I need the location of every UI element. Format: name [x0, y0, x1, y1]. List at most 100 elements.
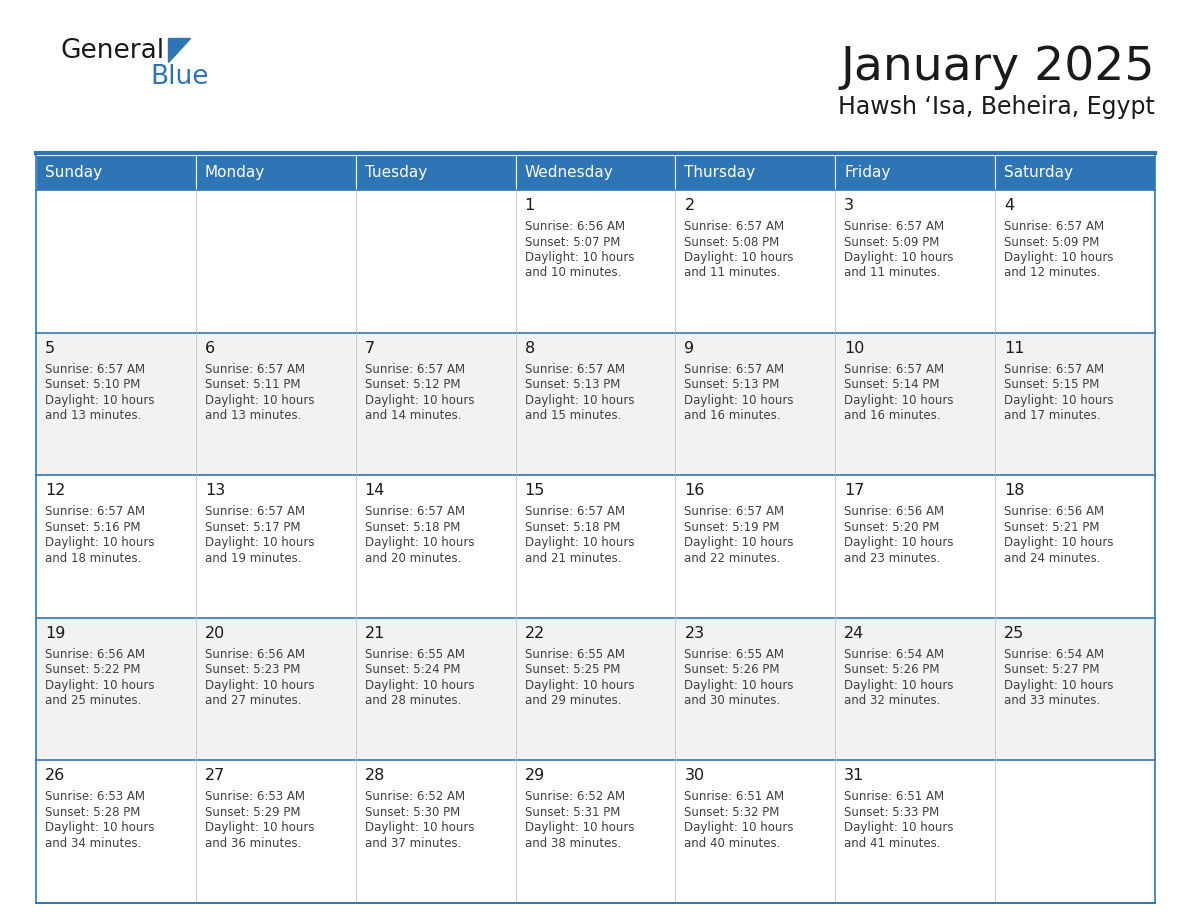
Text: and 13 minutes.: and 13 minutes.: [204, 409, 302, 422]
Text: Daylight: 10 hours: Daylight: 10 hours: [684, 251, 794, 264]
Text: Daylight: 10 hours: Daylight: 10 hours: [1004, 251, 1113, 264]
Text: Sunrise: 6:53 AM: Sunrise: 6:53 AM: [45, 790, 145, 803]
Text: Daylight: 10 hours: Daylight: 10 hours: [845, 536, 954, 549]
Text: Sunrise: 6:57 AM: Sunrise: 6:57 AM: [365, 505, 465, 518]
Bar: [996, 332, 1155, 476]
Text: 16: 16: [684, 483, 704, 498]
Text: 10: 10: [845, 341, 865, 355]
Text: and 36 minutes.: and 36 minutes.: [204, 837, 302, 850]
Bar: [835, 332, 996, 476]
Text: Thursday: Thursday: [684, 165, 756, 180]
Text: 8: 8: [525, 341, 535, 355]
Bar: [355, 618, 516, 760]
Text: Sunset: 5:33 PM: Sunset: 5:33 PM: [845, 806, 940, 819]
Text: Blue: Blue: [150, 64, 209, 90]
Bar: [196, 332, 355, 476]
Text: and 38 minutes.: and 38 minutes.: [525, 837, 621, 850]
Text: Daylight: 10 hours: Daylight: 10 hours: [204, 536, 315, 549]
Text: Sunrise: 6:57 AM: Sunrise: 6:57 AM: [525, 505, 625, 518]
Text: and 34 minutes.: and 34 minutes.: [45, 837, 141, 850]
Text: Daylight: 10 hours: Daylight: 10 hours: [365, 536, 474, 549]
Text: Sunset: 5:25 PM: Sunset: 5:25 PM: [525, 664, 620, 677]
Bar: [996, 760, 1155, 903]
Text: Daylight: 10 hours: Daylight: 10 hours: [845, 822, 954, 834]
Text: Sunrise: 6:57 AM: Sunrise: 6:57 AM: [365, 363, 465, 375]
Text: and 10 minutes.: and 10 minutes.: [525, 266, 621, 279]
Bar: [36, 476, 196, 618]
Text: 29: 29: [525, 768, 545, 783]
Bar: [355, 760, 516, 903]
Text: Sunrise: 6:57 AM: Sunrise: 6:57 AM: [204, 363, 305, 375]
Text: Friday: Friday: [845, 165, 891, 180]
Bar: [676, 190, 835, 332]
Text: Sunset: 5:08 PM: Sunset: 5:08 PM: [684, 236, 779, 249]
Bar: [996, 190, 1155, 332]
Text: 22: 22: [525, 626, 545, 641]
Text: Daylight: 10 hours: Daylight: 10 hours: [365, 678, 474, 692]
Text: Sunset: 5:12 PM: Sunset: 5:12 PM: [365, 378, 460, 391]
Text: Sunrise: 6:56 AM: Sunrise: 6:56 AM: [1004, 505, 1105, 518]
Text: and 29 minutes.: and 29 minutes.: [525, 694, 621, 707]
Text: 18: 18: [1004, 483, 1024, 498]
Text: Sunrise: 6:54 AM: Sunrise: 6:54 AM: [845, 648, 944, 661]
Text: Daylight: 10 hours: Daylight: 10 hours: [204, 678, 315, 692]
Text: and 30 minutes.: and 30 minutes.: [684, 694, 781, 707]
Text: Sunrise: 6:57 AM: Sunrise: 6:57 AM: [845, 220, 944, 233]
Bar: [516, 760, 676, 903]
Text: Sunset: 5:21 PM: Sunset: 5:21 PM: [1004, 521, 1100, 533]
Bar: [835, 190, 996, 332]
Text: Sunset: 5:07 PM: Sunset: 5:07 PM: [525, 236, 620, 249]
Text: Sunset: 5:17 PM: Sunset: 5:17 PM: [204, 521, 301, 533]
Text: Sunset: 5:20 PM: Sunset: 5:20 PM: [845, 521, 940, 533]
Text: and 37 minutes.: and 37 minutes.: [365, 837, 461, 850]
Text: Sunrise: 6:57 AM: Sunrise: 6:57 AM: [204, 505, 305, 518]
Text: Daylight: 10 hours: Daylight: 10 hours: [845, 678, 954, 692]
Text: 4: 4: [1004, 198, 1015, 213]
Text: Sunset: 5:26 PM: Sunset: 5:26 PM: [845, 664, 940, 677]
Text: and 16 minutes.: and 16 minutes.: [684, 409, 781, 422]
Text: 25: 25: [1004, 626, 1024, 641]
Text: and 22 minutes.: and 22 minutes.: [684, 552, 781, 565]
Text: and 21 minutes.: and 21 minutes.: [525, 552, 621, 565]
Text: Sunset: 5:18 PM: Sunset: 5:18 PM: [365, 521, 460, 533]
Text: Tuesday: Tuesday: [365, 165, 426, 180]
Text: Daylight: 10 hours: Daylight: 10 hours: [45, 394, 154, 407]
Text: Sunrise: 6:57 AM: Sunrise: 6:57 AM: [684, 220, 784, 233]
Text: Sunrise: 6:56 AM: Sunrise: 6:56 AM: [845, 505, 944, 518]
Text: Sunset: 5:27 PM: Sunset: 5:27 PM: [1004, 664, 1100, 677]
Text: Sunrise: 6:57 AM: Sunrise: 6:57 AM: [525, 363, 625, 375]
Text: Sunrise: 6:51 AM: Sunrise: 6:51 AM: [684, 790, 784, 803]
Text: and 13 minutes.: and 13 minutes.: [45, 409, 141, 422]
Text: 19: 19: [45, 626, 65, 641]
Text: 6: 6: [204, 341, 215, 355]
Text: Sunset: 5:30 PM: Sunset: 5:30 PM: [365, 806, 460, 819]
Text: Sunset: 5:13 PM: Sunset: 5:13 PM: [525, 378, 620, 391]
Text: Sunset: 5:32 PM: Sunset: 5:32 PM: [684, 806, 779, 819]
Text: and 12 minutes.: and 12 minutes.: [1004, 266, 1100, 279]
Text: Daylight: 10 hours: Daylight: 10 hours: [525, 251, 634, 264]
Text: and 15 minutes.: and 15 minutes.: [525, 409, 621, 422]
Text: Daylight: 10 hours: Daylight: 10 hours: [45, 536, 154, 549]
Bar: [996, 618, 1155, 760]
Text: Sunrise: 6:53 AM: Sunrise: 6:53 AM: [204, 790, 305, 803]
Bar: [196, 190, 355, 332]
Bar: [676, 618, 835, 760]
Text: Sunset: 5:10 PM: Sunset: 5:10 PM: [45, 378, 140, 391]
Bar: [516, 618, 676, 760]
Text: Sunset: 5:19 PM: Sunset: 5:19 PM: [684, 521, 781, 533]
Text: General: General: [61, 38, 164, 64]
Text: Sunset: 5:14 PM: Sunset: 5:14 PM: [845, 378, 940, 391]
Text: Daylight: 10 hours: Daylight: 10 hours: [204, 394, 315, 407]
Text: and 33 minutes.: and 33 minutes.: [1004, 694, 1100, 707]
Bar: [835, 476, 996, 618]
Bar: [516, 190, 676, 332]
Polygon shape: [168, 38, 190, 62]
Text: 28: 28: [365, 768, 385, 783]
Text: Daylight: 10 hours: Daylight: 10 hours: [1004, 536, 1113, 549]
Text: 2: 2: [684, 198, 695, 213]
Bar: [835, 618, 996, 760]
Bar: [676, 155, 835, 190]
Text: and 27 minutes.: and 27 minutes.: [204, 694, 302, 707]
Text: Sunday: Sunday: [45, 165, 102, 180]
Text: Daylight: 10 hours: Daylight: 10 hours: [684, 394, 794, 407]
